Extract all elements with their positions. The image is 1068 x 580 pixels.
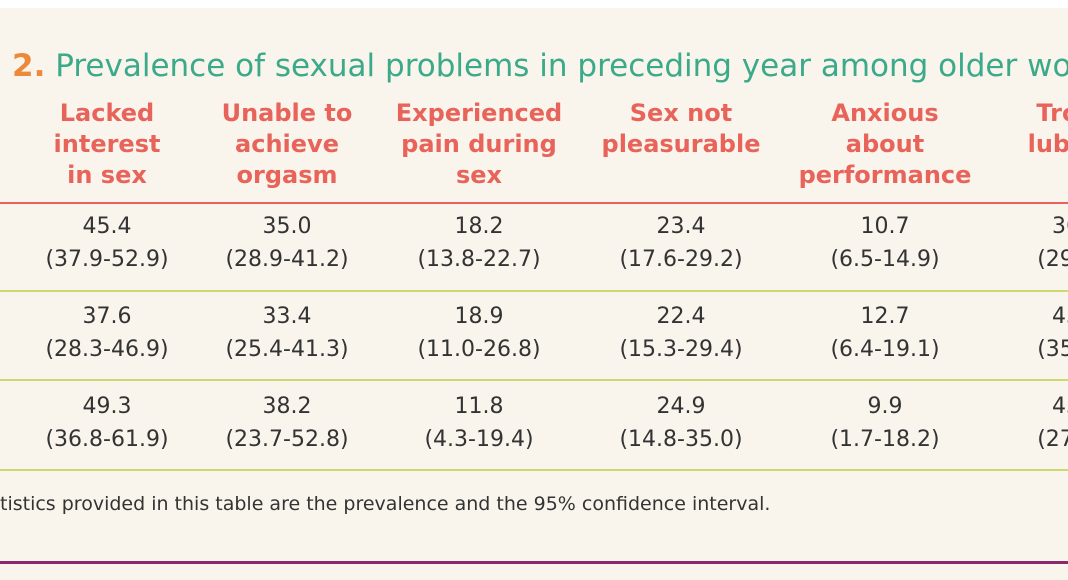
cell-value: 23.4 xyxy=(656,214,706,239)
cell-ci: (13.8-22.7) xyxy=(417,247,541,272)
column-header: about xyxy=(845,130,925,158)
cell-ci: (23.7-52.8) xyxy=(225,427,349,452)
title: 2. Prevalence of sexual problems in prec… xyxy=(12,48,1068,84)
cell-value: 11.8 xyxy=(454,394,504,419)
cell-ci: (35.3 xyxy=(1037,337,1068,362)
column-header: orgasm xyxy=(236,161,338,189)
cell-ci: (28.3-46.9) xyxy=(45,337,169,362)
cell-value: 45.4 xyxy=(82,214,132,239)
cell-ci: (25.4-41.3) xyxy=(225,337,349,362)
cell-ci: (28.9-41.2) xyxy=(225,247,349,272)
cell-ci: (17.6-29.2) xyxy=(619,247,743,272)
cell-value: 9.9 xyxy=(867,394,903,419)
cell-ci: (37.9-52.9) xyxy=(45,247,169,272)
footnote: tistics provided in this table are the p… xyxy=(0,493,771,515)
column-header: Trou xyxy=(1036,99,1068,127)
cell-value: 33.4 xyxy=(262,304,312,329)
column-header: lubric xyxy=(1027,130,1068,158)
cell-value: 37.6 xyxy=(82,304,132,329)
cell-ci: (29.7 xyxy=(1037,247,1068,272)
cell-ci: (1.7-18.2) xyxy=(830,427,940,452)
cell-ci: (4.3-19.4) xyxy=(424,427,534,452)
cell-value: 38.2 xyxy=(262,394,312,419)
column-header: in sex xyxy=(67,161,147,189)
cell-value: 36 xyxy=(1052,214,1068,239)
cell-value: 22.4 xyxy=(656,304,706,329)
row-rule xyxy=(0,469,1068,471)
cell-value: 49.3 xyxy=(82,394,132,419)
column-header: achieve xyxy=(235,130,339,158)
cell-ci: (15.3-29.4) xyxy=(619,337,743,362)
cell-ci: (36.8-61.9) xyxy=(45,427,169,452)
column-header: Unable to xyxy=(221,99,353,127)
column-header: pain during xyxy=(401,130,557,158)
cell-ci: (27.8 xyxy=(1037,427,1068,452)
column-header: Sex not xyxy=(629,99,733,127)
cell-value: 43 xyxy=(1052,304,1068,329)
table-number: 2. xyxy=(12,48,46,84)
cell-value: 18.9 xyxy=(454,304,504,329)
cell-value: 24.9 xyxy=(656,394,706,419)
cell-value: 12.7 xyxy=(860,304,910,329)
cell-value: 10.7 xyxy=(860,214,910,239)
cell-value: 18.2 xyxy=(454,214,504,239)
bottom-rule xyxy=(0,561,1068,564)
row-rule xyxy=(0,379,1068,381)
table-title: Prevalence of sexual problems in precedi… xyxy=(55,48,1068,84)
cell-ci: (6.5-14.9) xyxy=(830,247,940,272)
column-header: sex xyxy=(455,161,503,189)
row-rule xyxy=(0,290,1068,292)
column-header: interest xyxy=(53,130,161,158)
column-header: performance xyxy=(798,161,972,189)
cell-value: 35.0 xyxy=(262,214,312,239)
cell-ci: (6.4-19.1) xyxy=(830,337,940,362)
column-header: pleasurable xyxy=(601,130,761,158)
cell-ci: (14.8-35.0) xyxy=(619,427,743,452)
cell-value: 43 xyxy=(1052,394,1068,419)
column-header: Experienced xyxy=(395,99,563,127)
column-header: Anxious xyxy=(831,99,939,127)
header-rule xyxy=(0,202,1068,204)
column-header: Lacked xyxy=(59,99,155,127)
table-panel: 2. Prevalence of sexual problems in prec… xyxy=(0,8,1068,580)
cell-ci: (11.0-26.8) xyxy=(417,337,541,362)
